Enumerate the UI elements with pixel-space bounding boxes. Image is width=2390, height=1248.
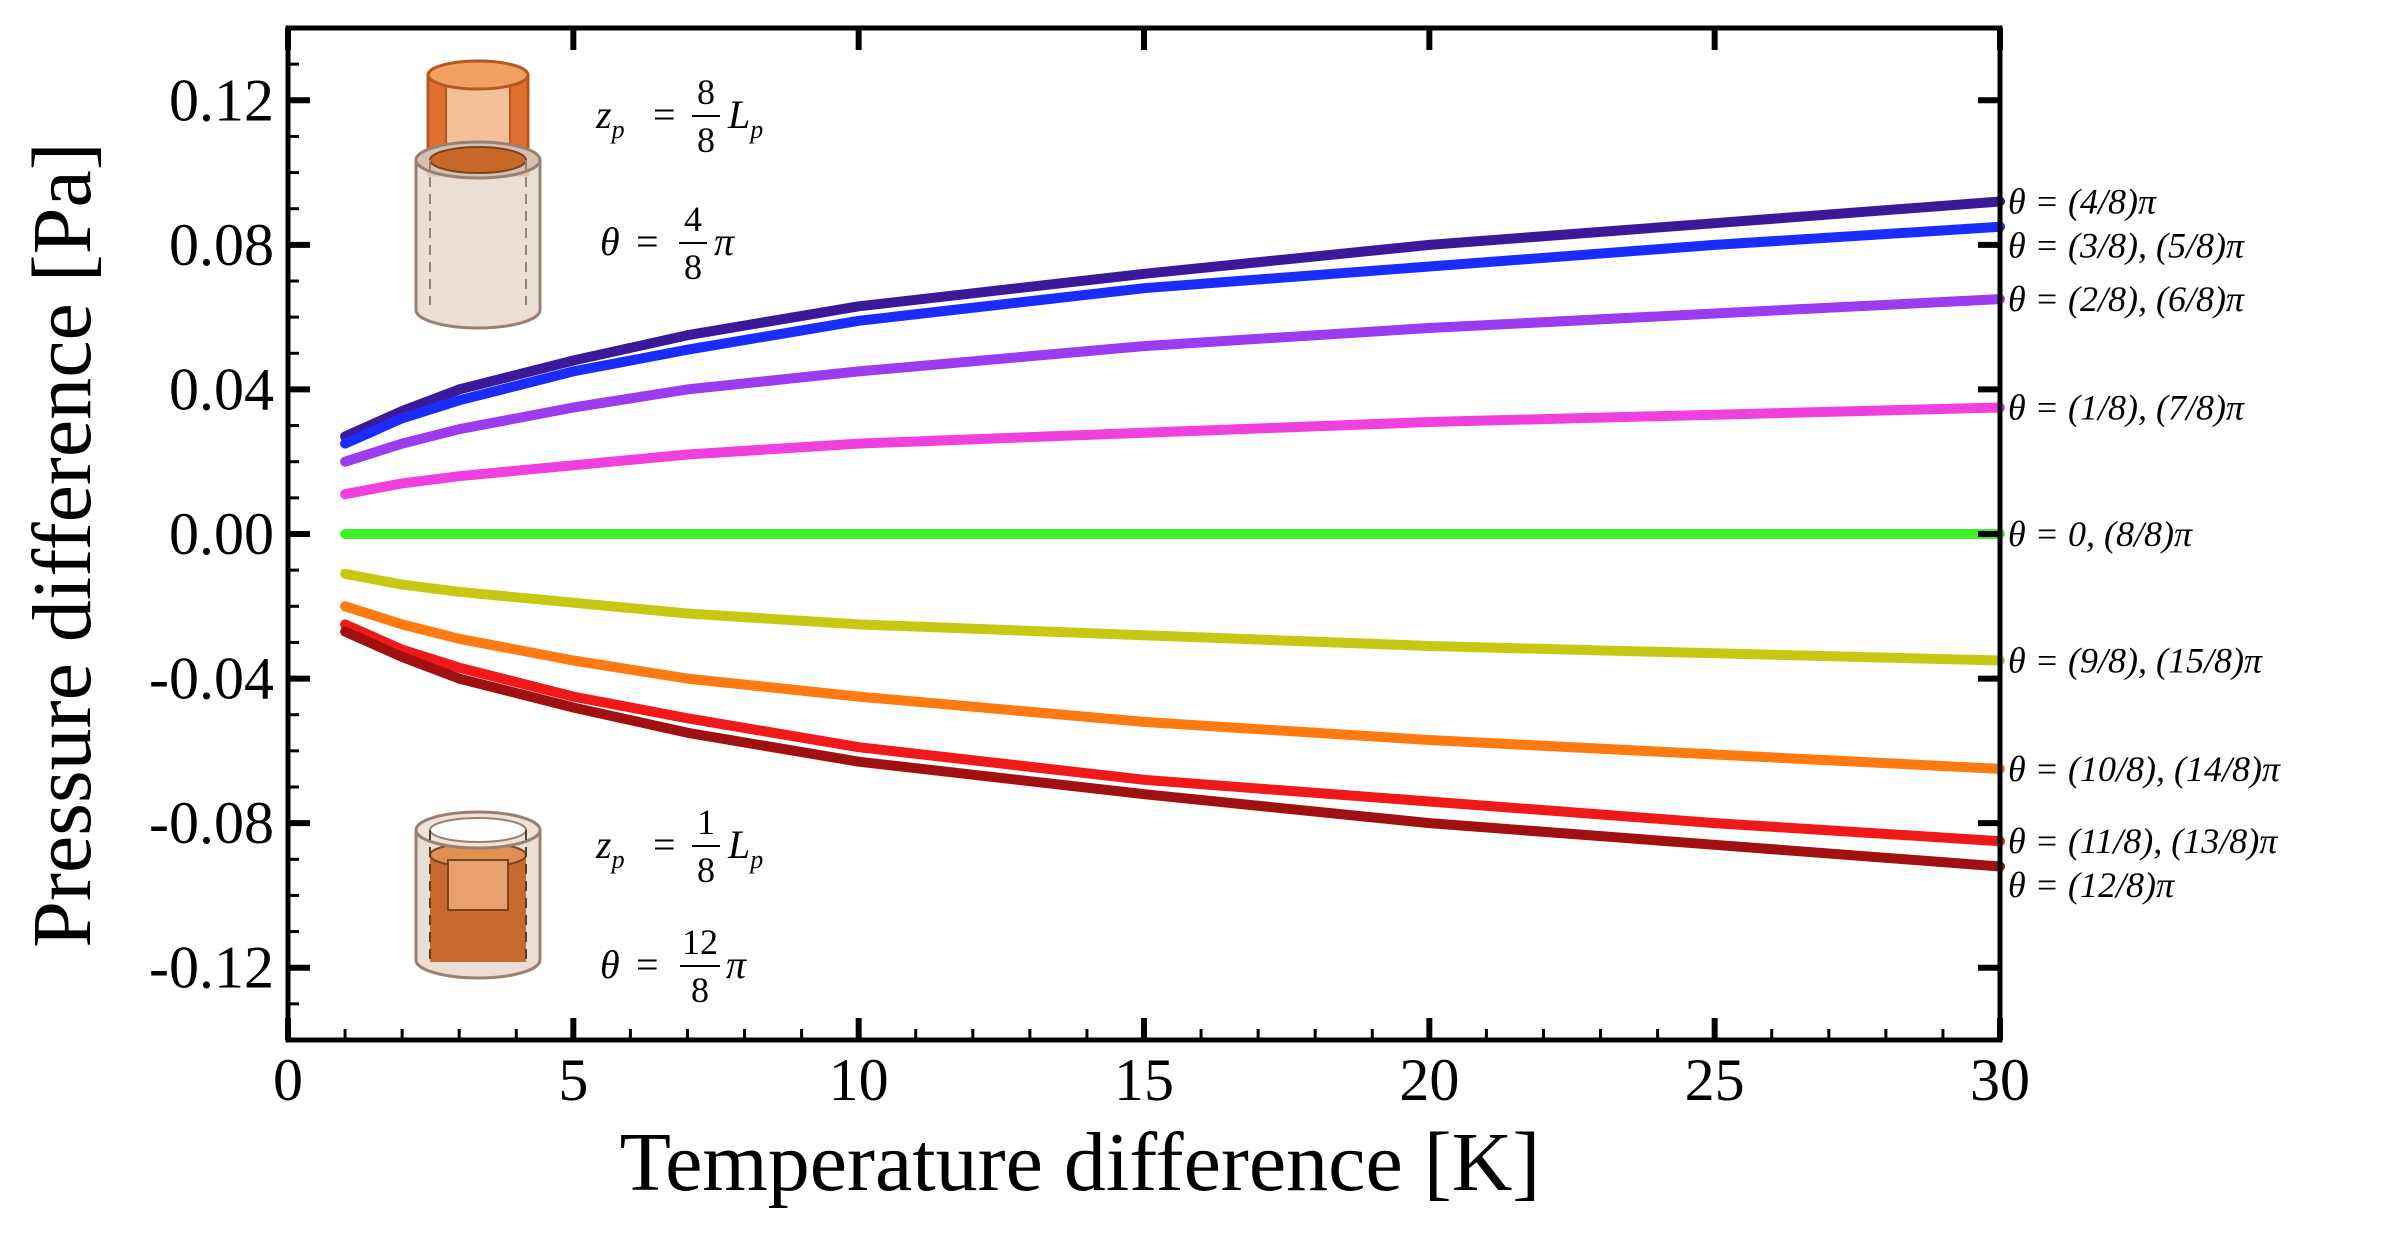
x-tick-label: 10 [829, 1047, 889, 1113]
series-label: θ = (11/8), (13/8)π [2008, 821, 2278, 861]
lp-rhs-top: Lp [727, 92, 763, 144]
series-label: θ = (4/8)π [2008, 181, 2157, 221]
frac-den-top: 8 [697, 120, 715, 160]
zp-lhs-top: zp [595, 92, 625, 144]
cylinder-top-icon [414, 59, 542, 330]
frac-num-top: 8 [697, 72, 715, 112]
series-label: θ = 0, (8/8)π [2008, 514, 2193, 554]
theta-lhs-bottom: θ [600, 942, 620, 987]
y-tick-label: 0.08 [169, 212, 274, 278]
y-axis-title: Pressure difference [Pa] [16, 142, 109, 947]
y-tick-label: -0.12 [149, 935, 274, 1001]
x-tick-label: 20 [1399, 1047, 1459, 1113]
series-group [340, 196, 2005, 872]
y-tick-label: -0.08 [149, 790, 274, 856]
x-tick-group: 0 5 10 15 20 25 30 [273, 28, 2030, 1113]
equals-sign: = [653, 822, 676, 867]
series-label: θ = (3/8), (5/8)π [2008, 225, 2245, 265]
series-label: θ = (12/8)π [2008, 865, 2175, 905]
series-label: θ = (9/8), (15/8)π [2008, 641, 2263, 681]
x-tick-label: 5 [558, 1047, 588, 1113]
frac-den-bottom: 8 [697, 850, 715, 890]
equals-sign: = [636, 219, 659, 264]
x-axis-title: Temperature difference [K] [620, 1116, 1541, 1209]
series-line [340, 601, 2005, 774]
series-label-group: θ = (4/8)πθ = (3/8), (5/8)π θ = (2/8), (6… [2008, 181, 2281, 905]
theta-num-top: 4 [684, 199, 702, 239]
pi-bottom: π [726, 942, 747, 987]
equals-sign: = [653, 92, 676, 137]
pi-top: π [714, 219, 735, 264]
y-tick-group: 0.12 0.08 0.04 0.00 -0.04 -0.08 -0.12 [149, 26, 2000, 1042]
inset-equation-top: zp = 8 8 Lp θ = 4 8 π [595, 72, 763, 287]
series-line [340, 402, 2005, 500]
theta-lhs-top: θ [600, 219, 620, 264]
series-label: θ = (2/8), (6/8)π [2008, 279, 2245, 319]
y-tick-label: 0.00 [169, 501, 274, 567]
theta-num-bottom: 12 [682, 922, 718, 962]
series-line [340, 294, 2005, 467]
series-line [340, 626, 2005, 872]
series-label: θ = (1/8), (7/8)π [2008, 388, 2245, 428]
equals-sign: = [636, 942, 659, 987]
series-line [340, 619, 2005, 847]
series-line [340, 568, 2005, 666]
cylinder-bottom-icon [414, 810, 542, 980]
theta-den-top: 8 [684, 247, 702, 287]
x-tick-label: 0 [273, 1047, 303, 1113]
x-tick-label: 30 [1970, 1047, 2030, 1113]
y-tick-label: 0.12 [169, 67, 274, 133]
y-tick-label: -0.04 [149, 646, 274, 712]
series-label: θ = (10/8), (14/8)π [2008, 749, 2281, 789]
y-tick-label: 0.04 [169, 356, 274, 422]
series-line [340, 221, 2005, 449]
x-tick-label: 25 [1685, 1047, 1745, 1113]
inset-equation-bottom: zp = 1 8 Lp θ = 12 8 π [595, 802, 763, 1010]
x-tick-label: 15 [1114, 1047, 1174, 1113]
series-line [340, 196, 2005, 442]
zp-lhs-bottom: zp [595, 822, 625, 874]
lp-rhs-bottom: Lp [727, 822, 763, 874]
frac-num-bottom: 1 [697, 802, 715, 842]
theta-den-bottom: 8 [691, 970, 709, 1010]
